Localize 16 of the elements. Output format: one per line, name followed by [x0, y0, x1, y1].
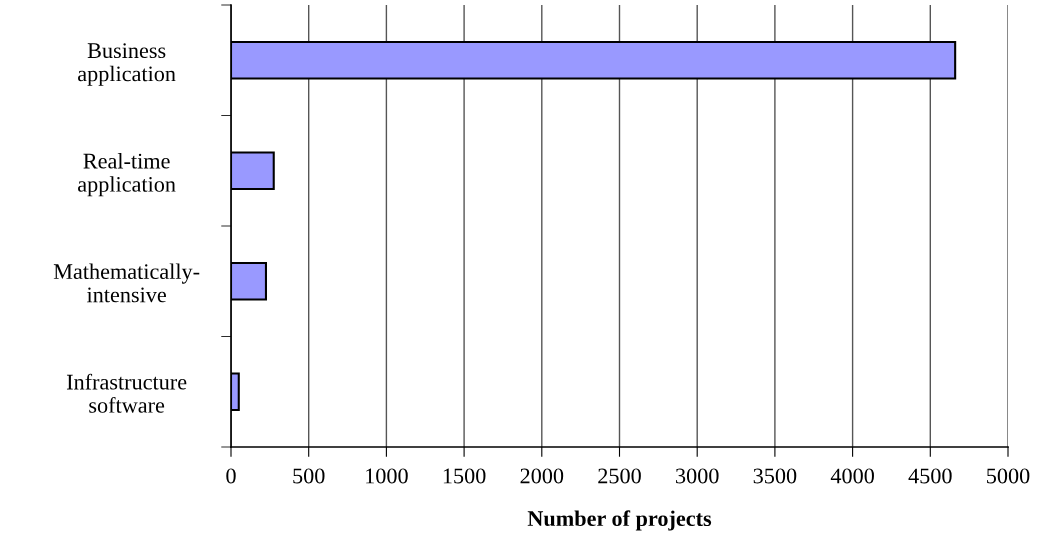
y-tick-label: Business application — [78, 43, 176, 86]
x-tick-label: 500 — [293, 468, 325, 484]
x-tick-label: 1500 — [443, 468, 486, 484]
x-tick-label: 4000 — [830, 468, 874, 484]
x-tick-label: 3500 — [753, 468, 797, 484]
x-tick-label: 2000 — [520, 468, 564, 484]
y-tick-label: Infrastructure software — [66, 373, 187, 413]
x-tick-label: 2500 — [598, 468, 641, 484]
x-tick-label: 1000 — [366, 468, 408, 484]
x-tick-label: 3000 — [676, 468, 719, 484]
x-tick-label: 5000 — [987, 468, 1030, 484]
x-axis-title: Number of projects — [527, 510, 712, 531]
y-tick-label: Mathematically- intensive — [53, 263, 200, 303]
x-tick-label: 0 — [226, 468, 236, 484]
x-tick-label: 4500 — [908, 468, 952, 484]
y-tick-label: Real-time application — [78, 152, 176, 197]
